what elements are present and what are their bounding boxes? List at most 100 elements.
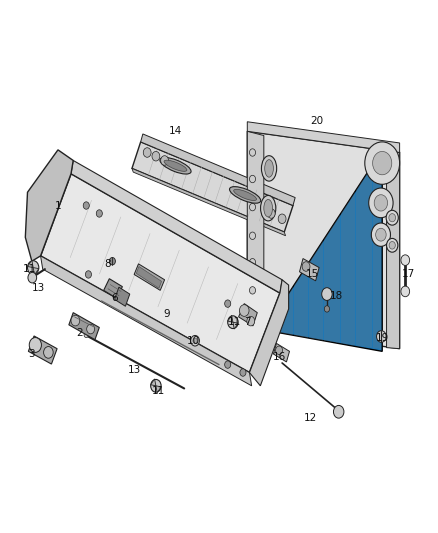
Circle shape [193,338,197,343]
Circle shape [267,209,275,218]
Text: 1: 1 [55,200,61,211]
Text: 11: 11 [152,386,165,396]
Circle shape [225,361,231,368]
Text: 17: 17 [402,270,415,279]
Polygon shape [151,379,156,386]
Circle shape [371,223,391,246]
Polygon shape [273,343,290,362]
Text: 15: 15 [306,270,319,279]
Ellipse shape [230,187,261,203]
Text: 19: 19 [375,333,389,343]
Circle shape [401,255,410,265]
Circle shape [250,287,255,294]
Circle shape [250,232,255,239]
Polygon shape [33,268,39,275]
Circle shape [44,346,53,358]
Circle shape [401,286,410,297]
Circle shape [240,369,246,376]
Polygon shape [136,266,162,288]
Polygon shape [71,160,282,293]
Circle shape [29,337,42,352]
Text: 3: 3 [28,349,35,359]
Text: 18: 18 [330,290,343,301]
Circle shape [376,228,386,241]
Circle shape [250,175,255,183]
Circle shape [373,151,392,175]
Text: 20: 20 [311,116,324,126]
Text: 13: 13 [32,282,45,293]
Polygon shape [387,151,399,349]
Circle shape [250,204,255,211]
Text: 6: 6 [111,293,118,303]
Polygon shape [156,386,161,393]
Circle shape [247,317,254,326]
Polygon shape [69,313,99,340]
Ellipse shape [265,160,273,177]
Circle shape [250,259,255,266]
Polygon shape [250,280,289,386]
Circle shape [377,330,386,342]
Text: 2: 2 [76,328,83,338]
Ellipse shape [234,189,257,200]
Polygon shape [104,279,122,298]
Circle shape [240,308,246,316]
Text: 11: 11 [228,317,241,327]
Circle shape [110,257,116,265]
Circle shape [152,151,160,161]
Polygon shape [41,256,252,386]
Circle shape [84,332,88,337]
Circle shape [302,262,310,271]
Polygon shape [233,322,238,329]
Circle shape [28,272,37,283]
Polygon shape [247,131,264,332]
PathPatch shape [265,150,382,351]
Circle shape [365,142,399,184]
Circle shape [276,346,283,354]
Ellipse shape [160,157,191,174]
Polygon shape [115,287,130,306]
Polygon shape [28,336,57,364]
Circle shape [191,335,199,346]
Circle shape [333,406,344,418]
Circle shape [85,271,92,278]
Polygon shape [25,150,73,261]
Circle shape [322,288,332,301]
Text: 10: 10 [186,336,199,346]
Circle shape [228,316,238,328]
Polygon shape [132,142,293,232]
Circle shape [225,300,231,308]
Circle shape [161,156,169,165]
Ellipse shape [261,196,276,221]
Circle shape [83,202,89,209]
Circle shape [387,238,398,252]
Ellipse shape [164,160,187,171]
Circle shape [389,214,396,222]
Polygon shape [41,174,280,373]
Text: 9: 9 [163,309,170,319]
Text: 7: 7 [244,317,251,327]
Text: 14: 14 [169,126,182,136]
Circle shape [143,148,151,157]
Circle shape [324,306,329,312]
Polygon shape [247,131,399,349]
Circle shape [278,214,286,223]
Circle shape [250,149,255,156]
Circle shape [369,188,393,217]
Circle shape [87,324,95,334]
Circle shape [151,379,161,392]
Ellipse shape [261,156,277,181]
Circle shape [250,313,255,320]
Polygon shape [228,316,233,322]
Circle shape [389,241,396,249]
Polygon shape [28,260,33,268]
Ellipse shape [264,199,272,217]
Polygon shape [132,168,286,236]
Circle shape [374,195,388,211]
Text: 11: 11 [23,264,36,274]
Text: 8: 8 [105,259,111,269]
Polygon shape [134,264,165,290]
Circle shape [386,211,398,225]
Text: 12: 12 [304,413,317,423]
Text: 13: 13 [127,365,141,375]
Polygon shape [141,134,295,206]
